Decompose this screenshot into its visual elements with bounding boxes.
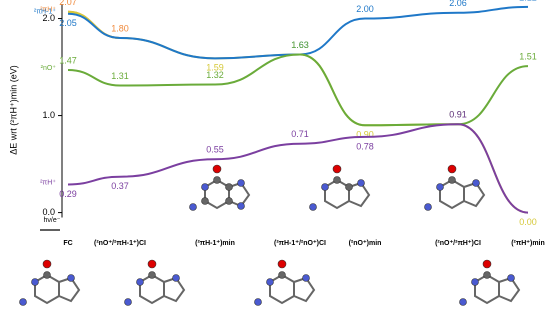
- series-name: ²nO⁺: [41, 65, 57, 72]
- x-tick-label: (²πH⁺)min: [511, 240, 545, 247]
- annotation: hν/e⁻: [44, 217, 61, 224]
- data-label: 1.51: [519, 51, 537, 61]
- data-label: 2.12: [519, 0, 537, 2]
- data-label: 0.71: [291, 129, 309, 139]
- data-label: 1.31: [111, 71, 129, 81]
- x-tick-label: (²πH-1⁺/²nO⁺)CI: [274, 240, 326, 247]
- y-tick-label: 2.0: [42, 13, 55, 23]
- data-label: 1.47: [59, 55, 77, 65]
- y-axis-label: ΔE wrt (²πH⁺)min (eV): [8, 65, 18, 154]
- data-label: 2.05: [59, 18, 77, 28]
- data-label: 1.32: [206, 70, 224, 80]
- data-label: 0.90: [356, 130, 374, 140]
- x-tick-label: FC: [63, 240, 72, 247]
- data-label: 0.55: [206, 145, 224, 155]
- series-name: ²πH⁺: [40, 179, 56, 186]
- x-tick-label: (²nO⁺/²πH⁺)CI: [435, 240, 481, 247]
- x-tick-label: (²nO⁺)min: [349, 240, 382, 247]
- data-label: 1.63: [291, 40, 309, 50]
- data-label: 2.06: [449, 0, 467, 8]
- data-label: 0.00: [519, 217, 537, 227]
- data-label: 0.29: [59, 189, 77, 199]
- molecules: [19, 164, 521, 306]
- series-line: [67, 123, 529, 214]
- x-tick-label: (²πH-1⁺)min: [195, 240, 235, 247]
- data-label: 0.37: [111, 181, 129, 191]
- y-tick-label: 0.0: [42, 207, 55, 217]
- data-label: 1.59: [206, 63, 224, 73]
- data-label: 2.07: [59, 0, 77, 7]
- x-tick-label: (²nO⁺/²πH-1⁺)CI: [94, 240, 146, 247]
- series-name: ²πH⁺: [40, 7, 56, 14]
- y-tick-label: 1.0: [42, 110, 55, 120]
- data-label: 0.91: [449, 110, 467, 120]
- series-name: ²πH-1⁺: [34, 9, 56, 16]
- data-label: 1.80: [111, 23, 129, 33]
- data-label: 0.91: [449, 110, 467, 120]
- data-label: 1.63: [291, 40, 309, 50]
- series-line: [67, 5, 529, 60]
- data-label: 0.78: [356, 141, 374, 151]
- data-label: 2.00: [356, 4, 374, 14]
